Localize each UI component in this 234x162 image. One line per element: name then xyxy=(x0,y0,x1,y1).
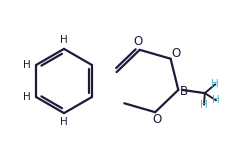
Text: H: H xyxy=(60,35,68,45)
Text: H: H xyxy=(211,79,219,89)
Text: H: H xyxy=(23,92,30,102)
Text: H: H xyxy=(212,95,220,105)
Text: O: O xyxy=(133,35,142,48)
Text: H: H xyxy=(200,100,208,110)
Text: H: H xyxy=(60,117,68,127)
Text: H: H xyxy=(23,60,31,70)
Text: B: B xyxy=(180,85,188,98)
Text: O: O xyxy=(171,47,180,60)
Text: O: O xyxy=(152,113,161,126)
